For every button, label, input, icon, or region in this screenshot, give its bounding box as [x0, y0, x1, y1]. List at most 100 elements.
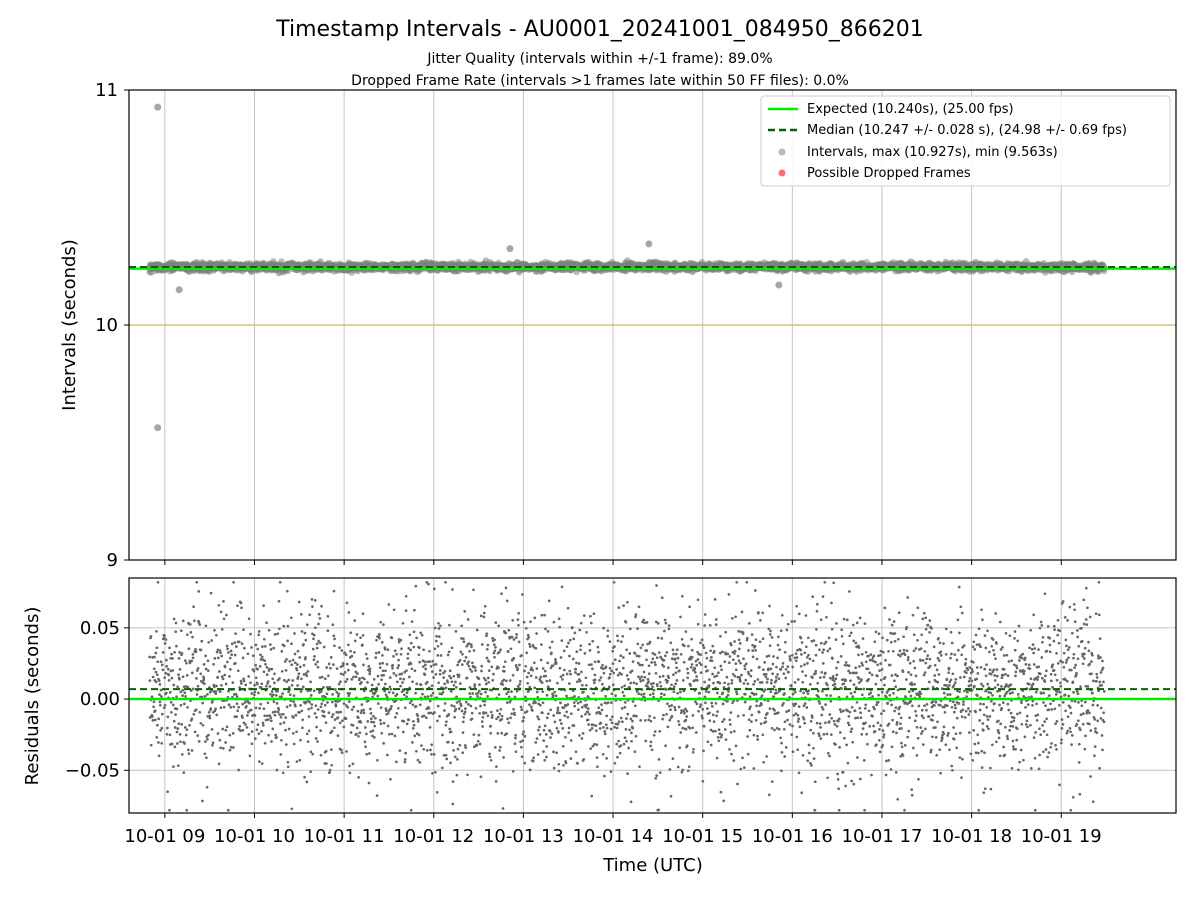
residual-point	[179, 703, 183, 707]
residual-point	[364, 726, 367, 729]
residual-point	[402, 693, 406, 697]
residual-point	[265, 621, 268, 625]
residual-point	[409, 641, 413, 645]
residual-point	[187, 752, 191, 755]
residual-point	[455, 773, 459, 777]
residual-point	[448, 727, 452, 731]
residual-point	[166, 715, 170, 719]
residual-point	[386, 724, 390, 728]
residual-point	[396, 726, 400, 729]
residual-point	[373, 724, 377, 728]
residual-point	[403, 758, 407, 761]
residual-point	[272, 700, 276, 703]
residual-point	[221, 677, 225, 681]
residual-point	[452, 674, 456, 678]
residual-point	[172, 617, 176, 621]
residual-point	[461, 731, 465, 734]
residual-point	[339, 680, 342, 684]
residual-point	[437, 681, 440, 685]
residual-point	[169, 700, 173, 704]
interval-outlier-point	[175, 286, 183, 294]
residual-point	[250, 742, 254, 746]
legend-dropped-label: Possible Dropped Frames	[807, 166, 971, 181]
residual-point	[409, 662, 413, 666]
chart-subtitle-dropped: Dropped Frame Rate (intervals >1 frames …	[351, 73, 849, 89]
residual-point	[332, 634, 336, 638]
residual-point	[288, 693, 292, 697]
residual-point	[274, 694, 278, 697]
residual-point	[280, 695, 283, 699]
residual-point	[374, 689, 378, 693]
residual-point	[222, 705, 226, 709]
residual-point	[303, 631, 307, 635]
interval-outlier-point	[645, 240, 653, 248]
residual-point	[362, 708, 365, 712]
residual-point	[292, 742, 296, 746]
residual-point	[331, 713, 335, 716]
residual-point	[170, 676, 174, 680]
residual-point	[291, 732, 295, 735]
residual-point	[165, 665, 169, 668]
residual-point	[166, 790, 169, 794]
residual-point	[201, 723, 205, 727]
residual-point	[372, 714, 375, 718]
residual-point	[414, 705, 418, 708]
residual-point	[323, 715, 326, 718]
residual-point	[460, 663, 464, 666]
residual-point	[353, 619, 357, 622]
residual-point	[356, 709, 360, 713]
residual-point	[155, 673, 159, 677]
residual-point	[359, 720, 363, 724]
residual-point	[373, 736, 376, 739]
residual-point	[285, 657, 288, 661]
residual-point	[235, 715, 239, 718]
residual-point	[361, 643, 364, 647]
residual-point	[453, 755, 457, 759]
residual-point	[290, 663, 294, 667]
residual-point	[236, 604, 239, 608]
residual-point	[386, 753, 389, 757]
residual-point	[424, 716, 428, 720]
residual-point	[370, 720, 373, 724]
residual-point	[355, 633, 359, 636]
residual-point	[326, 614, 330, 618]
residual-point	[295, 668, 299, 672]
residual-point	[322, 710, 326, 714]
residual-point	[393, 734, 397, 738]
residual-point	[155, 736, 159, 739]
residual-point	[270, 740, 273, 743]
residual-point	[168, 733, 172, 737]
residual-point	[272, 646, 276, 650]
residual-point	[216, 732, 220, 735]
residual-point	[256, 647, 260, 651]
residual-point	[390, 636, 394, 640]
residual-point	[358, 677, 361, 680]
residual-point	[280, 669, 284, 673]
residual-point	[195, 693, 199, 696]
residual-point	[280, 738, 283, 742]
residual-point	[378, 632, 381, 636]
residual-point	[309, 750, 313, 754]
residual-point	[345, 662, 349, 666]
residual-point	[260, 729, 263, 733]
residual-point	[278, 580, 282, 584]
residual-point	[195, 677, 198, 680]
residual-point	[376, 758, 379, 762]
residual-point	[458, 659, 462, 662]
residual-point	[249, 708, 253, 712]
residual-point	[427, 582, 430, 586]
residual-point	[368, 752, 371, 755]
intervals-y-tick-label: 11	[95, 80, 118, 101]
residual-point	[308, 613, 312, 617]
residual-point	[243, 646, 246, 650]
residual-point	[361, 612, 365, 616]
residual-point	[458, 699, 461, 703]
residual-point	[156, 660, 160, 664]
residual-point	[160, 712, 164, 716]
residual-point	[308, 700, 311, 704]
residual-point	[420, 633, 424, 637]
residual-point	[379, 620, 383, 624]
residual-point	[173, 745, 177, 749]
residual-point	[215, 684, 218, 688]
residual-point	[333, 688, 337, 691]
